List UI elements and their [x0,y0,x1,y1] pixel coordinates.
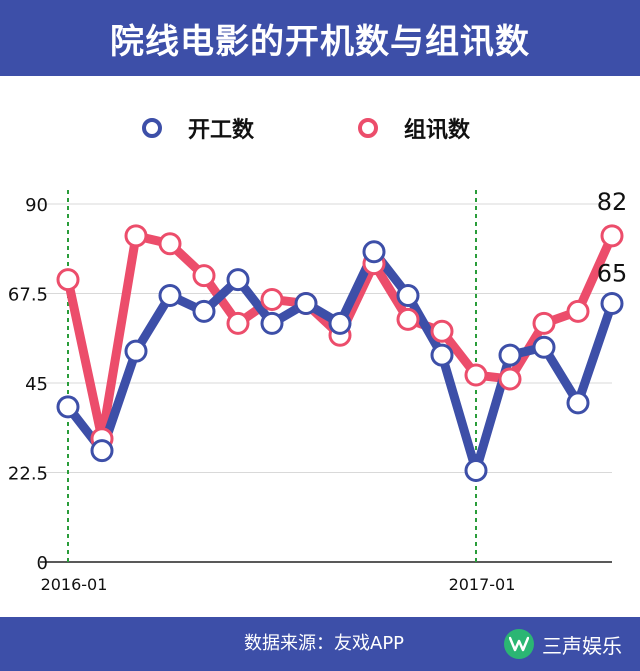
footer-bar: 数据来源：友戏APP 三声娱乐 [0,617,640,671]
legend-label-kaigong: 开工数 [188,118,255,143]
series-1-point [192,264,216,288]
series-0-point [56,395,80,419]
legend-item-zuxun: 组讯数 [356,112,470,144]
series-0-point [600,291,624,315]
series-line-0 [63,247,617,476]
series-1-point [566,299,590,323]
series-1-point [464,363,488,387]
series-1-point [532,311,556,335]
series-0-point [362,240,386,264]
series-0-point [90,439,114,463]
series-1-point [158,232,182,256]
data-source: 数据来源：友戏APP [244,633,405,654]
legend-label-zuxun: 组讯数 [404,118,471,143]
brand-name: 三声娱乐 [542,633,622,658]
series-0-point [158,283,182,307]
series-0-point [260,311,284,335]
y-tick-label: 45 [25,374,48,395]
end-label-blue: 65 [597,259,628,287]
legend-marker-red-icon [358,118,378,138]
y-tick-label: 90 [25,195,48,216]
header-bar: 院线电影的开机数与组讯数 [0,0,640,76]
series-0-point [328,311,352,335]
x-tick-label: 2016-01 [41,575,108,594]
series-0-point [464,459,488,483]
legend-marker-blue-icon [142,118,162,138]
series-0-point [294,291,318,315]
series-0-point [226,268,250,292]
series-0-point [498,343,522,367]
series-1-point [396,307,420,331]
y-tick-label: 0 [37,553,48,574]
series-1-point [124,224,148,248]
brand-logo-icon [504,629,534,659]
series-0-point [430,343,454,367]
series-1-point [260,287,284,311]
series-1-point [498,367,522,391]
series-1-point [600,224,624,248]
legend-item-kaigong: 开工数 [140,112,254,144]
series-0-point [532,335,556,359]
legend: 开工数 组讯数 [0,112,640,152]
x-tick-label: 2017-01 [449,575,516,594]
series-1-point [226,311,250,335]
series-1-point [430,319,454,343]
end-label-red: 82 [597,188,628,216]
series-1-point [56,268,80,292]
y-tick-label: 67.5 [8,285,48,306]
line-chart: 0 22.5 45 67.5 90 2016-01 2017-01 82 65 [8,188,628,594]
series-0-point [566,391,590,415]
series-0-point [192,299,216,323]
series-0-point [124,339,148,363]
series-0-point [396,283,420,307]
brand: 三声娱乐 [504,627,622,661]
y-tick-label: 22.5 [8,464,48,485]
chart-title: 院线电影的开机数与组讯数 [110,21,530,62]
